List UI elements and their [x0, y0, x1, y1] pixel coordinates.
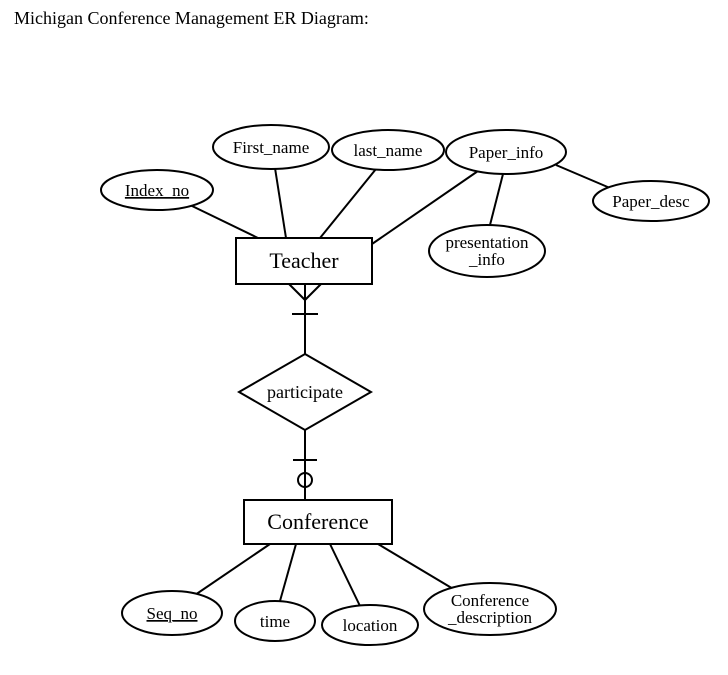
attr-time-label: time — [260, 612, 290, 631]
attr-conference-desc-label2: _description — [447, 608, 533, 627]
attr-last-name-label: last_name — [354, 141, 423, 160]
edge-conference-location — [330, 544, 360, 606]
edge-conference-confdesc — [378, 544, 455, 590]
attr-paper-info-label: Paper_info — [469, 143, 544, 162]
edge-teacher-indexno — [190, 205, 258, 238]
crowfoot-teacher-l — [289, 284, 305, 300]
attr-seq-no-label: Seq_no — [147, 604, 198, 623]
attr-index-no-label: Index_no — [125, 181, 189, 200]
attr-presentation-info-label2: _info — [468, 250, 505, 269]
page-title: Michigan Conference Management ER Diagra… — [14, 8, 369, 29]
entity-conference-label: Conference — [267, 509, 368, 534]
edge-paperinfo-paperdesc — [556, 165, 610, 188]
edge-teacher-firstname — [275, 168, 286, 238]
edge-teacher-lastname — [320, 169, 376, 238]
edge-conference-seqno — [195, 544, 270, 595]
edge-paperinfo-presentation — [490, 174, 503, 225]
attr-first-name-label: First_name — [233, 138, 310, 157]
er-diagram: Index_no First_name last_name Paper_info… — [0, 0, 728, 675]
attr-paper-desc-label: Paper_desc — [612, 192, 690, 211]
edge-conference-time — [280, 544, 296, 601]
rel-participate-label: participate — [267, 382, 343, 402]
entity-teacher-label: Teacher — [269, 248, 339, 273]
crowfoot-teacher-r — [305, 284, 321, 300]
attr-location-label: location — [343, 616, 398, 635]
